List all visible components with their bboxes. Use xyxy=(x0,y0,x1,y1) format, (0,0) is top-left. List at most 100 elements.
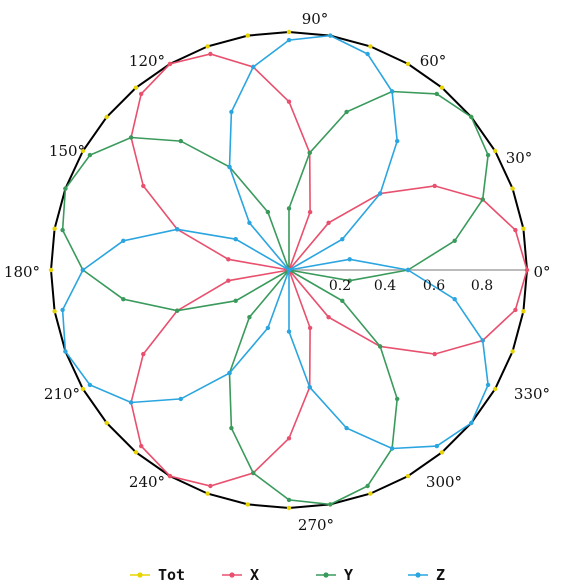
point-tot-30 xyxy=(405,473,411,479)
point-y-1 xyxy=(452,238,457,243)
point-x-13 xyxy=(139,91,144,97)
point-tot-2 xyxy=(510,186,515,191)
point-y-3 xyxy=(485,152,491,158)
point-z-33 xyxy=(485,382,491,388)
point-z-3 xyxy=(340,237,345,242)
point-tot-35 xyxy=(521,309,526,314)
point-x-31 xyxy=(326,315,331,320)
point-x-24 xyxy=(167,473,173,479)
point-x-35 xyxy=(513,307,518,313)
angular-tick-label: 330° xyxy=(514,385,550,403)
point-z-13 xyxy=(247,220,252,225)
point-tot-5 xyxy=(439,85,445,90)
point-z-7 xyxy=(365,51,370,57)
angular-tick-label: 210° xyxy=(44,385,80,403)
point-x-21 xyxy=(141,351,146,357)
legend-swatch-marker xyxy=(229,572,235,578)
point-y-21 xyxy=(233,298,238,303)
point-y-2 xyxy=(480,197,485,202)
point-z-29 xyxy=(344,425,349,431)
point-z-35 xyxy=(452,297,457,302)
point-y-32 xyxy=(378,344,383,349)
point-x-3 xyxy=(432,183,437,189)
point-z-19 xyxy=(60,307,65,313)
point-x-7 xyxy=(307,209,313,215)
point-z-30 xyxy=(389,446,395,451)
point-y-29 xyxy=(365,483,370,489)
angular-tick-label: 60° xyxy=(420,52,447,70)
point-y-15 xyxy=(87,152,93,158)
point-tot-1 xyxy=(521,226,526,231)
angular-tick-label: 150° xyxy=(49,142,85,160)
point-tot-6 xyxy=(405,61,411,67)
point-tot-17 xyxy=(52,226,57,231)
point-x-23 xyxy=(139,443,144,449)
point-z-21 xyxy=(87,382,93,388)
point-x-33 xyxy=(432,351,437,357)
point-y-14 xyxy=(128,135,134,140)
point-y-7 xyxy=(344,109,349,115)
point-y-20 xyxy=(175,308,180,313)
point-z-17 xyxy=(121,238,126,243)
point-z-4 xyxy=(378,191,383,196)
point-tot-9 xyxy=(286,29,292,35)
radial-tick-label: 0.2 xyxy=(329,278,351,294)
point-y-9 xyxy=(286,206,292,211)
point-z-20 xyxy=(63,349,68,354)
point-z-34 xyxy=(480,338,485,343)
point-tot-27 xyxy=(286,505,292,511)
point-z-5 xyxy=(395,138,400,144)
legend-item-x: X xyxy=(222,566,259,584)
point-z-18 xyxy=(80,267,86,273)
point-x-25 xyxy=(208,483,213,489)
point-x-9 xyxy=(286,99,292,104)
angular-tick-label: 30° xyxy=(506,149,533,167)
point-tot-7 xyxy=(368,44,373,49)
angular-tick-label: 0° xyxy=(533,263,550,281)
point-y-33 xyxy=(340,298,345,303)
point-y-8 xyxy=(307,150,312,155)
point-tot-13 xyxy=(133,85,139,90)
point-x-11 xyxy=(208,51,213,57)
point-x-5 xyxy=(326,220,331,225)
radial-tick-label: 0.8 xyxy=(471,278,493,294)
point-tot-19 xyxy=(52,309,57,314)
point-z-0 xyxy=(405,267,411,273)
point-tot-14 xyxy=(104,114,109,120)
point-y-35 xyxy=(347,278,352,283)
angular-tick-label: 120° xyxy=(129,52,165,70)
point-tot-3 xyxy=(492,148,498,154)
point-z-25 xyxy=(265,325,271,331)
legend-label: X xyxy=(250,566,259,584)
point-x-12 xyxy=(167,61,173,67)
point-x-19 xyxy=(226,278,231,283)
legend: Tot X Y Z xyxy=(130,566,445,584)
point-y-31 xyxy=(395,396,400,402)
point-y-26 xyxy=(251,470,256,476)
point-tot-10 xyxy=(245,33,250,38)
point-y-13 xyxy=(178,138,183,144)
point-z-11 xyxy=(229,109,234,115)
radial-tick-label: 0.6 xyxy=(423,278,445,294)
point-y-17 xyxy=(60,227,65,233)
point-x-15 xyxy=(141,183,146,189)
point-z-15 xyxy=(233,237,238,242)
legend-swatch-marker xyxy=(137,572,143,578)
angular-tick-label: 90° xyxy=(302,10,329,28)
legend-swatch-marker xyxy=(415,572,421,578)
angular-tick-label: 300° xyxy=(426,473,462,491)
point-y-25 xyxy=(229,425,234,431)
point-tot-21 xyxy=(80,386,86,392)
point-tot-29 xyxy=(368,491,373,496)
point-tot-23 xyxy=(133,450,139,455)
point-x-27 xyxy=(286,436,292,441)
point-x-1 xyxy=(513,227,518,233)
point-z-22 xyxy=(128,400,134,405)
series-layer xyxy=(48,29,530,511)
point-tot-25 xyxy=(205,491,210,496)
point-y-11 xyxy=(265,209,271,215)
point-z-9 xyxy=(286,37,292,43)
point-tot-11 xyxy=(205,44,210,49)
angular-tick-label: 180° xyxy=(4,263,40,281)
point-z-12 xyxy=(227,164,232,170)
